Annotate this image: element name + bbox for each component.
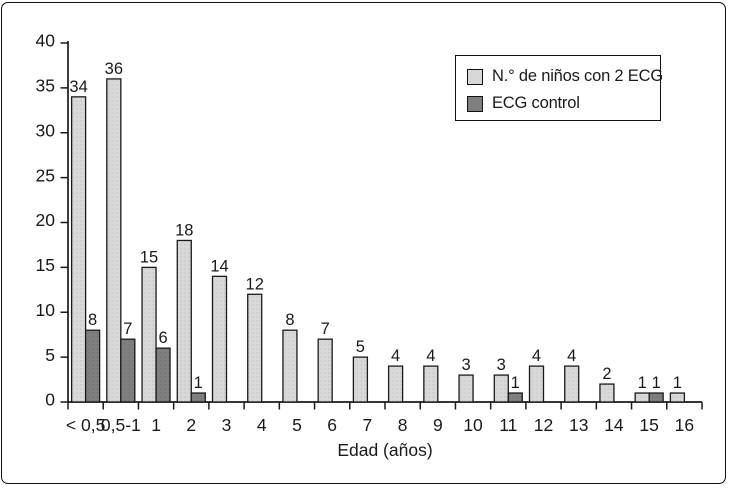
bar-value-label: 4 bbox=[567, 347, 576, 365]
x-category-label: 4 bbox=[257, 415, 267, 435]
bar-ninos-2 bbox=[176, 239, 192, 403]
bar-control-0,5-1 bbox=[120, 338, 136, 403]
legend-label: N.° de niños con 2 ECG bbox=[492, 67, 663, 85]
legend: N.° de niños con 2 ECG ECG control bbox=[455, 55, 663, 121]
y-tick-label: 30 bbox=[36, 120, 56, 140]
bar-ninos-15 bbox=[634, 392, 650, 403]
y-tick-label: 20 bbox=[36, 210, 56, 230]
legend-label: ECG control bbox=[492, 94, 580, 112]
bar-value-label: 15 bbox=[140, 248, 158, 266]
bar-control-2 bbox=[190, 392, 206, 403]
x-category-label: 6 bbox=[327, 415, 337, 435]
x-category-label: 11 bbox=[499, 415, 517, 435]
x-category-label: 8 bbox=[398, 415, 408, 435]
y-tick-label: 25 bbox=[36, 165, 55, 185]
bar-value-label: 14 bbox=[210, 257, 228, 275]
x-category-label: 7 bbox=[363, 415, 373, 435]
y-tick-label: 15 bbox=[36, 255, 55, 275]
bar-ninos-5 bbox=[282, 329, 298, 403]
x-category-label: 13 bbox=[569, 415, 588, 435]
bar-ninos-< 0,5 bbox=[70, 96, 87, 403]
bar-value-label: 1 bbox=[511, 374, 520, 392]
legend-swatch-light bbox=[467, 68, 483, 85]
bar-value-label: 7 bbox=[321, 320, 330, 338]
bar-value-label: 1 bbox=[638, 374, 647, 392]
bar-ninos-6 bbox=[317, 338, 333, 403]
x-category-label: 3 bbox=[222, 415, 232, 435]
legend-item-control: ECG control bbox=[467, 94, 660, 113]
bar-value-label: 4 bbox=[532, 347, 541, 365]
y-tick-label: 40 bbox=[36, 31, 56, 51]
bar-value-label: 12 bbox=[246, 275, 264, 293]
x-axis-title: Edad (años) bbox=[337, 440, 433, 460]
x-category-label: 0,5-1 bbox=[101, 415, 141, 435]
x-category-label: < 0,5 bbox=[66, 415, 105, 435]
x-category-label: 5 bbox=[292, 415, 302, 435]
x-category-label: 15 bbox=[639, 415, 658, 435]
bar-value-label: 3 bbox=[461, 356, 470, 374]
x-category-label: 16 bbox=[675, 415, 694, 435]
bar-ninos-7 bbox=[352, 356, 369, 403]
bar-value-label: 4 bbox=[391, 347, 400, 365]
x-category-label: 12 bbox=[534, 415, 553, 435]
bar-value-label: 4 bbox=[426, 347, 435, 365]
x-category-label: 9 bbox=[433, 415, 443, 435]
legend-swatch-dark bbox=[467, 95, 483, 112]
bar-value-label: 3 bbox=[497, 356, 506, 374]
y-tick-label: 35 bbox=[36, 76, 55, 96]
bar-ninos-16 bbox=[669, 392, 686, 403]
bar-value-label: 6 bbox=[158, 329, 167, 347]
bar-ninos-0,5-1 bbox=[106, 78, 122, 403]
x-category-label: 2 bbox=[186, 415, 196, 435]
bar-value-label: 36 bbox=[105, 60, 123, 78]
bar-control-< 0,5 bbox=[84, 329, 101, 403]
bar-control-1 bbox=[155, 347, 171, 403]
legend-item-ninos: N.° de niños con 2 ECG bbox=[467, 67, 663, 86]
bar-ninos-4 bbox=[247, 293, 263, 403]
bar-ninos-14 bbox=[599, 383, 615, 403]
bar-control-11 bbox=[507, 392, 523, 403]
bar-ninos-8 bbox=[387, 365, 404, 403]
bar-ninos-9 bbox=[423, 365, 439, 403]
bar-ninos-1 bbox=[141, 266, 157, 403]
y-tick-label: 10 bbox=[36, 300, 56, 320]
y-tick-label: 0 bbox=[45, 390, 55, 410]
x-category-label: 14 bbox=[604, 415, 624, 435]
bar-value-label: 8 bbox=[88, 311, 97, 329]
bar-value-label: 34 bbox=[69, 78, 87, 96]
bar-control-15 bbox=[648, 392, 664, 403]
bar-value-label: 1 bbox=[652, 374, 661, 392]
bar-value-label: 18 bbox=[175, 221, 193, 239]
bar-value-label: 8 bbox=[285, 311, 294, 329]
bar-ninos-3 bbox=[211, 275, 228, 403]
bar-ninos-10 bbox=[458, 374, 474, 403]
x-category-label: 1 bbox=[151, 415, 161, 435]
y-tick-label: 5 bbox=[45, 345, 55, 365]
bar-value-label: 5 bbox=[356, 338, 365, 356]
bar-value-label: 1 bbox=[194, 374, 203, 392]
bar-value-label: 7 bbox=[123, 320, 132, 338]
bar-ninos-13 bbox=[564, 365, 580, 403]
bar-ninos-11 bbox=[493, 374, 509, 403]
bar-value-label: 2 bbox=[602, 365, 611, 383]
bar-ninos-12 bbox=[528, 365, 545, 403]
bar-value-label: 1 bbox=[673, 374, 682, 392]
x-category-label: 10 bbox=[463, 415, 483, 435]
